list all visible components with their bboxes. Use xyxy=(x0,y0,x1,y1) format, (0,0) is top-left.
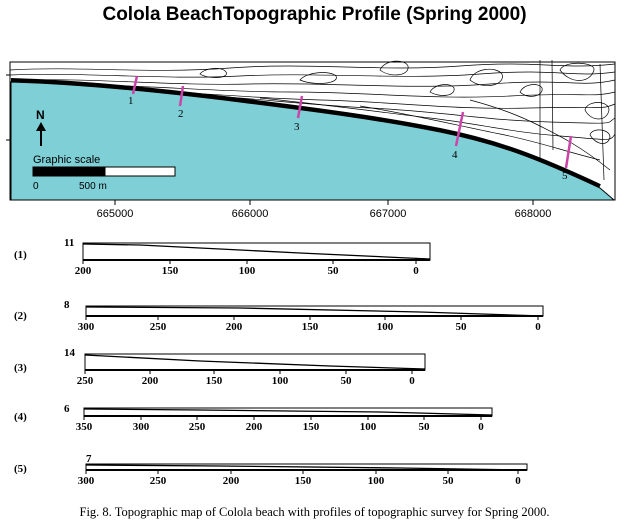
profile-2-tick-300: 300 xyxy=(78,321,95,333)
profile-marker-3: 3 xyxy=(294,121,300,133)
profile-5-tick-200: 200 xyxy=(223,475,240,487)
figure-title: Colola BeachTopographic Profile (Spring … xyxy=(102,4,527,25)
profile-3-tick-150: 150 xyxy=(206,375,223,387)
scale-tick-0: 0 xyxy=(33,181,39,192)
profile-line-3 xyxy=(296,95,304,119)
profile-5-tick-100: 100 xyxy=(368,475,385,487)
profile-label-4: (4) xyxy=(14,411,27,423)
profile-5-tick-50: 50 xyxy=(443,475,455,487)
profile-5-tick-250: 250 xyxy=(150,475,167,487)
profile-3-tick-50: 50 xyxy=(341,375,353,387)
profile-4-tick-100: 100 xyxy=(360,421,377,433)
profile-5: (5) 7 300 250 200 150 100 50 0 xyxy=(14,453,528,487)
scale-label: Graphic scale xyxy=(33,154,100,166)
scale-bar-white xyxy=(104,166,176,177)
profile-4-tick-0: 0 xyxy=(478,421,484,433)
scale-tick-500m: 500 m xyxy=(79,181,107,192)
profile-2-tick-100: 100 xyxy=(377,321,394,333)
profile-label-2: (2) xyxy=(14,310,27,322)
profile-marker-5: 5 xyxy=(562,170,568,182)
profile-label-5: (5) xyxy=(14,463,27,475)
profile-1-tick-200: 200 xyxy=(75,265,92,277)
profile-5-tick-0: 0 xyxy=(515,475,521,487)
x-tick-667000: 667000 xyxy=(370,208,407,220)
profile-3: (3) 14 250 200 150 100 50 0 xyxy=(14,347,426,387)
north-arrow-icon: N xyxy=(36,108,46,146)
profile-2-tick-200: 200 xyxy=(226,321,243,333)
profiles: (1) 11 200 150 100 50 0 (2) 8 300 250 20… xyxy=(14,237,544,487)
profile-line-1 xyxy=(131,75,139,95)
profile-3-tick-200: 200 xyxy=(142,375,159,387)
profile-marker-2: 2 xyxy=(178,108,184,120)
profile-2-tick-50: 50 xyxy=(456,321,468,333)
x-tick-668000: 668000 xyxy=(515,208,552,220)
profile-4: (4) 6 350 300 250 200 150 100 50 0 xyxy=(14,403,493,433)
profile-3-tick-0: 0 xyxy=(409,375,415,387)
profile-4-tick-300: 300 xyxy=(133,421,150,433)
profile-1: (1) 11 200 150 100 50 0 xyxy=(14,237,431,277)
profile-height-2: 8 xyxy=(64,299,70,311)
profile-3-tick-250: 250 xyxy=(77,375,94,387)
profile-4-tick-250: 250 xyxy=(189,421,206,433)
profile-height-5: 7 xyxy=(86,453,92,465)
x-tick-666000: 666000 xyxy=(232,208,269,220)
profile-height-3: 14 xyxy=(64,347,76,359)
x-tick-665000: 665000 xyxy=(97,208,134,220)
profile-3-tick-100: 100 xyxy=(272,375,289,387)
profile-marker-1: 1 xyxy=(128,95,134,107)
profile-1-tick-0: 0 xyxy=(413,265,419,277)
profile-2: (2) 8 300 250 200 150 100 50 0 xyxy=(14,299,544,333)
profile-4-tick-350: 350 xyxy=(76,421,93,433)
profile-line-4 xyxy=(454,111,465,147)
profile-lines xyxy=(131,75,573,169)
profile-2-tick-150: 150 xyxy=(302,321,319,333)
figure-caption: Fig. 8. Topographic map of Colola beach … xyxy=(79,505,550,519)
profile-height-1: 11 xyxy=(64,237,74,249)
shoreline xyxy=(10,78,601,188)
profile-4-tick-50: 50 xyxy=(419,421,431,433)
profile-4-tick-200: 200 xyxy=(246,421,263,433)
profile-5-tick-150: 150 xyxy=(295,475,312,487)
profile-5-tick-300: 300 xyxy=(78,475,95,487)
profile-label-3: (3) xyxy=(14,362,27,374)
profile-2-tick-0: 0 xyxy=(535,321,541,333)
north-label: N xyxy=(36,108,45,122)
profile-1-tick-50: 50 xyxy=(328,265,340,277)
profile-4-tick-150: 150 xyxy=(303,421,320,433)
profile-marker-4: 4 xyxy=(452,149,458,161)
profile-2-tick-250: 250 xyxy=(150,321,167,333)
profile-1-tick-100: 100 xyxy=(239,265,256,277)
profile-label-1: (1) xyxy=(14,249,27,261)
profile-height-4: 6 xyxy=(64,403,70,415)
profile-1-tick-150: 150 xyxy=(162,265,179,277)
topographic-map: 1 2 3 4 5 N Graphic scale 0 500 m 665000… xyxy=(6,59,616,220)
profile-line-5 xyxy=(564,135,573,169)
profile-line-2 xyxy=(178,85,185,107)
